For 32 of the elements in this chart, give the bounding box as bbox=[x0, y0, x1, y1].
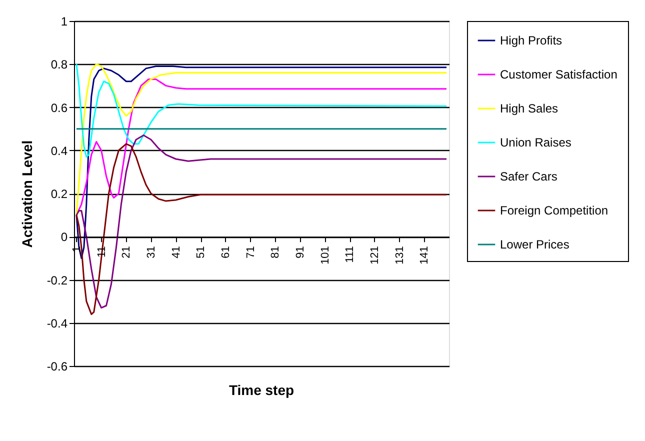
x-tick-label: 61 bbox=[220, 246, 232, 258]
y-tick-label: -0.2 bbox=[46, 273, 68, 288]
x-axis-title: Time step bbox=[228, 382, 294, 398]
legend-label: High Sales bbox=[500, 102, 558, 116]
y-tick-label: 0.6 bbox=[50, 100, 68, 115]
y-tick-label: 0 bbox=[60, 230, 68, 244]
y-tick-label: 1 bbox=[60, 14, 68, 28]
legend-label: Safer Cars bbox=[500, 170, 558, 184]
x-tick-label: 21 bbox=[120, 246, 133, 258]
y-tick-label: 0.8 bbox=[50, 58, 68, 72]
x-tick-label: 131 bbox=[394, 246, 406, 264]
x-tick-label: 11 bbox=[96, 246, 108, 258]
x-tick-label: 111 bbox=[344, 246, 356, 263]
legend-label: Foreign Competition bbox=[500, 204, 608, 218]
x-tick-label: 31 bbox=[145, 246, 158, 258]
legend-label: High Profits bbox=[500, 34, 562, 48]
x-tick-label: 91 bbox=[294, 246, 306, 258]
x-tick-label: 41 bbox=[170, 246, 182, 258]
x-tick-label: 51 bbox=[195, 246, 208, 258]
legend-label: Lower Prices bbox=[500, 238, 570, 252]
y-axis-title: Activation Level bbox=[18, 140, 35, 248]
x-tick-label: 81 bbox=[270, 246, 282, 258]
legend-label: Union Raises bbox=[500, 136, 572, 150]
x-tick-label: 121 bbox=[368, 246, 381, 264]
x-tick-label: 141 bbox=[418, 246, 431, 264]
legend-label: Customer Satisfaction bbox=[500, 68, 618, 82]
y-tick-label: -0.4 bbox=[46, 316, 68, 330]
y-tick-label: -0.6 bbox=[46, 360, 68, 374]
x-tick-label: 71 bbox=[244, 246, 257, 258]
y-tick-label: 0.2 bbox=[50, 187, 68, 201]
y-tick-label: 0.4 bbox=[50, 144, 68, 158]
x-tick-label: 101 bbox=[319, 246, 332, 264]
